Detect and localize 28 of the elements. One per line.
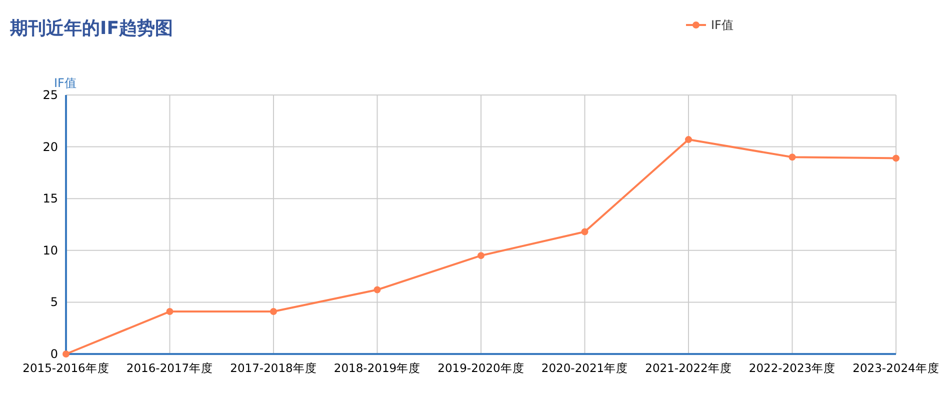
point	[478, 252, 484, 260]
chart-title: 期刊近年的IF趋势图	[9, 18, 173, 39]
legend: IF值	[686, 18, 734, 32]
y-tick-label: 15	[42, 192, 58, 206]
point	[166, 308, 174, 316]
point	[270, 308, 277, 316]
point	[788, 154, 796, 161]
point	[685, 136, 692, 144]
point	[892, 154, 900, 162]
legend-label: IF值	[711, 18, 734, 32]
x-tick-label: 2022-2023年度	[748, 361, 836, 375]
y-tick-label: 0	[50, 347, 58, 361]
x-tick-label: 2023-2024年度	[852, 361, 940, 375]
point	[374, 286, 381, 294]
y-tick-label: 20	[42, 140, 58, 154]
x-tick-label: 2021-2022年度	[645, 361, 732, 375]
x-tick-label: 2017-2018年度	[230, 361, 317, 375]
y-tick-label: 25	[42, 88, 58, 102]
point	[62, 350, 70, 358]
x-tick-label: 2020-2021年度	[541, 361, 628, 375]
y-axis-title: IF值	[54, 76, 76, 90]
y-tick-label: 5	[50, 295, 58, 310]
x-tick-label: 2015-2016年度	[22, 361, 110, 375]
x-tick-label: 2019-2020年度	[438, 361, 524, 375]
y-tick-label: 10	[42, 243, 58, 258]
point	[581, 228, 588, 236]
x-tick-label: 2018-2019年度	[334, 361, 421, 375]
x-tick-label: 2016-2017年度	[126, 361, 214, 375]
